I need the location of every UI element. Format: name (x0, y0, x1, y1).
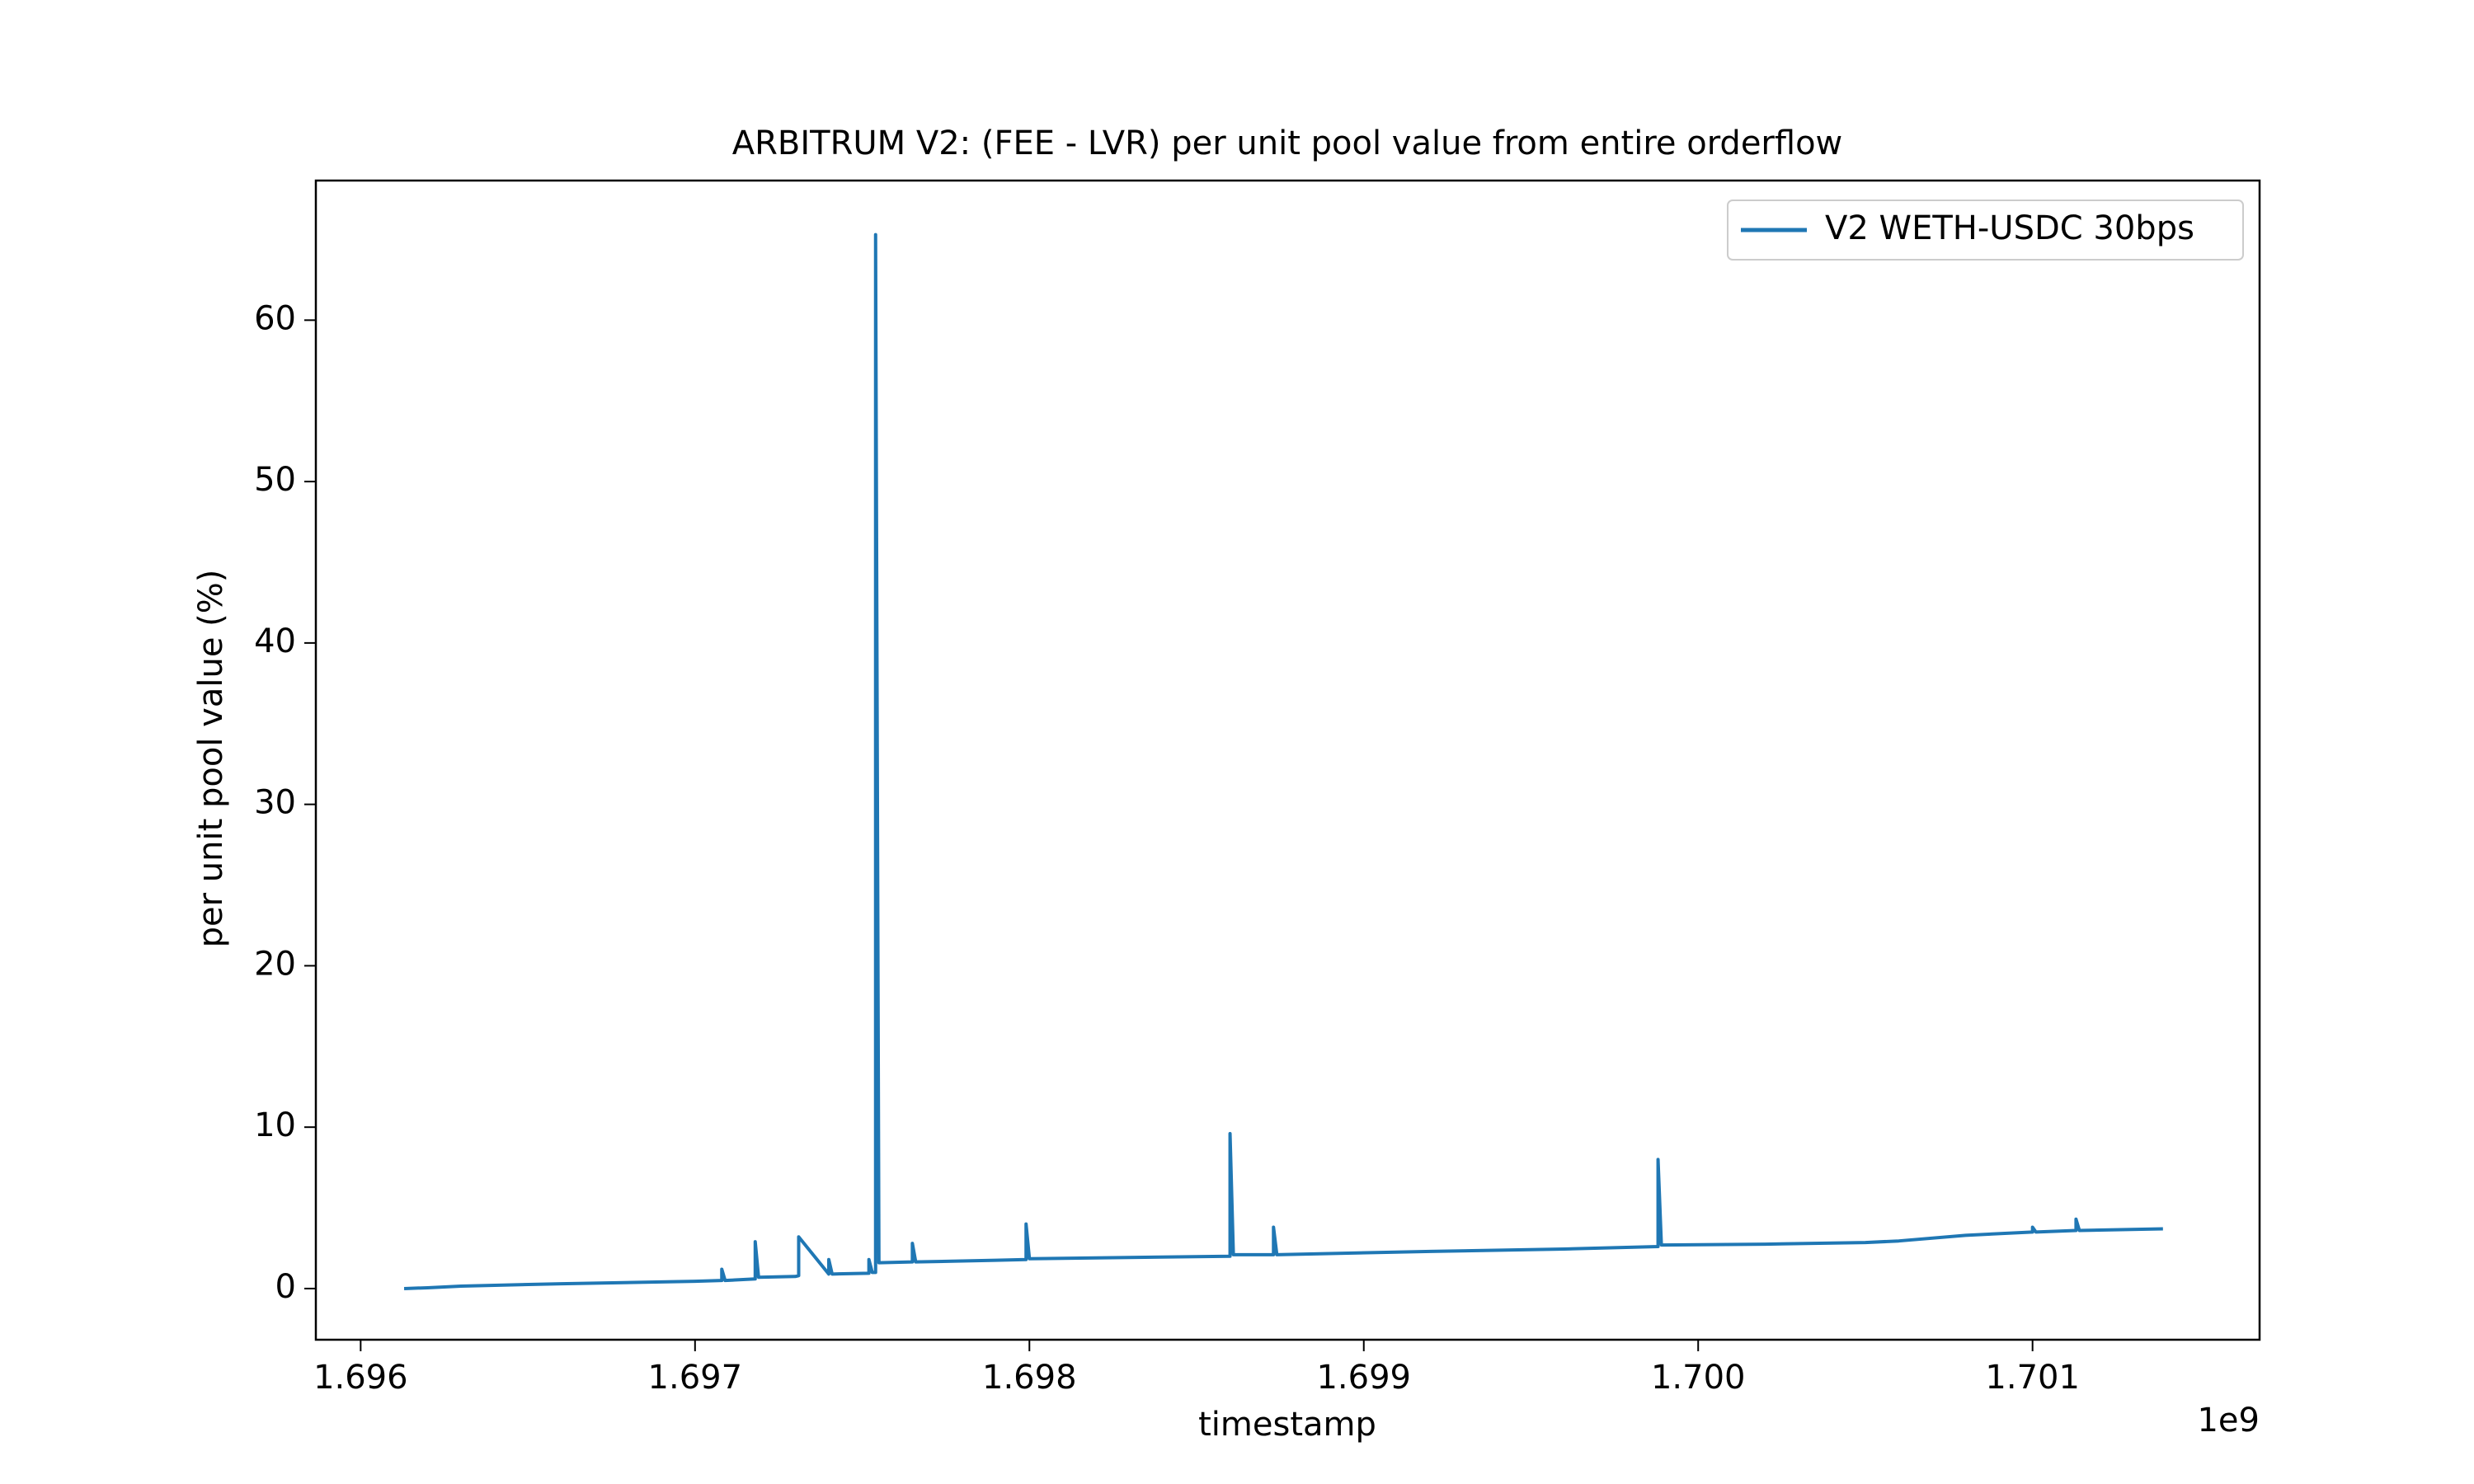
x-tick-label: 1.696 (313, 1359, 408, 1397)
y-tick-label: 60 (254, 299, 296, 337)
x-tick-label: 1.697 (648, 1359, 743, 1397)
x-axis-label: timestamp (1198, 1406, 1376, 1444)
line-series (403, 232, 2163, 1290)
y-tick-label: 50 (254, 461, 296, 499)
x-tick-label: 1.701 (1985, 1359, 2080, 1397)
plot-frame (314, 179, 2261, 1341)
y-tick-label: 10 (254, 1106, 296, 1144)
legend-label: V2 WETH-USDC 30bps (1825, 209, 2194, 247)
y-tick-label: 30 (254, 784, 296, 822)
y-tick-label: 20 (254, 945, 296, 983)
x-offset-label: 1e9 (2197, 1402, 2260, 1439)
x-tick-label: 1.700 (1651, 1359, 1746, 1397)
y-tick-label: 40 (254, 622, 296, 660)
legend-box (1727, 200, 2244, 261)
y-tick-label: 0 (275, 1268, 296, 1306)
x-tick-label: 1.698 (982, 1359, 1077, 1397)
y-axis-label: per unit pool value (%) (192, 570, 230, 948)
x-tick-label: 1.699 (1316, 1359, 1411, 1397)
chart-title: ARBITRUM V2: (FEE - LVR) per unit pool v… (732, 124, 1843, 162)
